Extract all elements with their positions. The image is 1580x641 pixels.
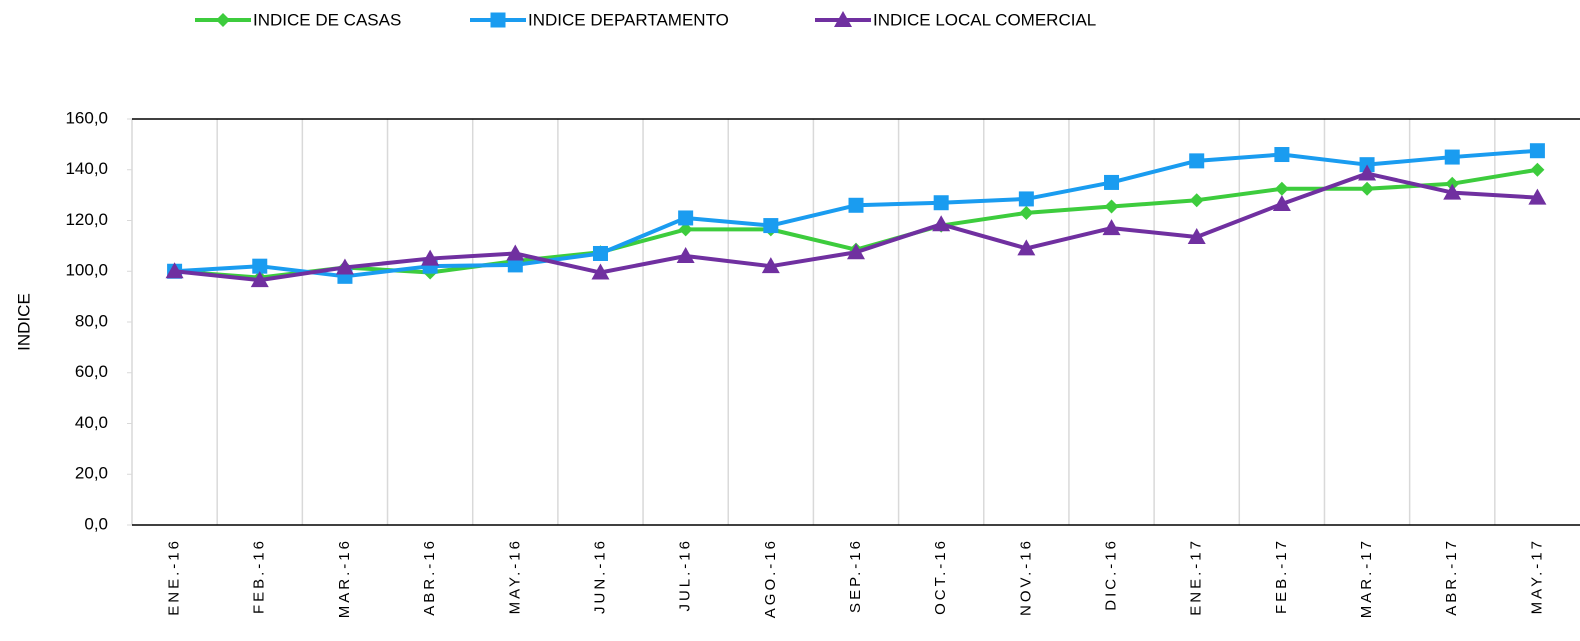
y-tick-label: 60,0 bbox=[75, 362, 108, 381]
point-marker bbox=[1019, 205, 1034, 220]
legend-label: INDICE DE CASAS bbox=[253, 10, 401, 29]
point-marker bbox=[507, 257, 523, 273]
point-marker bbox=[1529, 143, 1545, 159]
point-marker bbox=[1104, 199, 1119, 214]
point-marker bbox=[1530, 162, 1545, 177]
x-tick-label: OCT.-16 bbox=[932, 538, 949, 615]
point-marker bbox=[1444, 149, 1460, 165]
point-marker bbox=[1189, 153, 1205, 169]
point-marker bbox=[1528, 188, 1547, 205]
x-tick-label: JUL.-16 bbox=[677, 538, 694, 612]
point-marker bbox=[1360, 181, 1375, 196]
point-marker bbox=[847, 243, 865, 260]
x-tick-label: ENE.-16 bbox=[166, 538, 183, 616]
x-tick-label: DIC.-16 bbox=[1102, 538, 1119, 611]
point-marker bbox=[1017, 239, 1036, 256]
point-marker bbox=[506, 244, 525, 261]
x-tick-label: ENE.-17 bbox=[1188, 538, 1205, 616]
legend-marker bbox=[490, 12, 506, 28]
point-marker bbox=[591, 263, 610, 280]
point-marker bbox=[676, 247, 695, 264]
point-marker bbox=[421, 249, 440, 266]
point-marker bbox=[932, 215, 951, 232]
point-marker bbox=[165, 262, 184, 279]
point-marker bbox=[1104, 174, 1120, 190]
point-marker bbox=[1358, 164, 1377, 181]
point-marker bbox=[761, 257, 780, 274]
x-tick-label: FEB.-16 bbox=[251, 538, 268, 614]
y-axis-label: INDICE bbox=[14, 293, 33, 351]
point-marker bbox=[1443, 183, 1462, 200]
y-tick-label: 80,0 bbox=[75, 311, 108, 330]
legend-marker bbox=[216, 13, 230, 27]
x-tick-label: MAY.-16 bbox=[506, 538, 523, 614]
x-tick-label: MAY.-17 bbox=[1528, 538, 1545, 614]
x-tick-label: AGO.-16 bbox=[762, 538, 779, 618]
point-marker bbox=[592, 245, 608, 261]
x-tick-label: NOV.-16 bbox=[1017, 538, 1034, 616]
x-tick-label: ABR.-16 bbox=[421, 538, 438, 616]
legend-label: INDICE LOCAL COMERCIAL bbox=[873, 10, 1096, 29]
point-marker bbox=[1102, 219, 1121, 236]
legend-marker bbox=[834, 11, 852, 27]
x-tick-label: FEB.-17 bbox=[1273, 538, 1290, 614]
point-marker bbox=[848, 197, 864, 213]
point-marker bbox=[763, 218, 779, 234]
x-tick-label: MAR.-16 bbox=[336, 538, 353, 618]
y-tick-label: 100,0 bbox=[65, 261, 108, 280]
legend-label: INDICE DEPARTAMENTO bbox=[528, 10, 729, 29]
point-marker bbox=[1274, 147, 1290, 163]
point-marker bbox=[250, 271, 269, 288]
point-marker bbox=[678, 222, 693, 237]
point-marker bbox=[252, 258, 268, 274]
point-marker bbox=[1272, 195, 1291, 212]
point-marker bbox=[335, 258, 354, 275]
y-tick-label: 20,0 bbox=[75, 464, 108, 483]
x-tick-label: JUN.-16 bbox=[591, 538, 608, 614]
y-tick-label: 120,0 bbox=[65, 210, 108, 229]
point-marker bbox=[933, 195, 949, 211]
point-marker bbox=[1274, 181, 1289, 196]
x-tick-label: ABR.-17 bbox=[1443, 538, 1460, 616]
y-tick-label: 0,0 bbox=[84, 514, 108, 533]
x-tick-label: MAR.-17 bbox=[1358, 538, 1375, 618]
y-tick-label: 140,0 bbox=[65, 159, 108, 178]
point-marker bbox=[1018, 191, 1034, 207]
point-marker bbox=[1189, 193, 1204, 208]
x-tick-label: SEP.-16 bbox=[847, 538, 864, 613]
point-marker bbox=[678, 210, 694, 226]
y-tick-label: 160,0 bbox=[65, 108, 108, 127]
point-marker bbox=[1187, 227, 1206, 244]
y-tick-label: 40,0 bbox=[75, 413, 108, 432]
